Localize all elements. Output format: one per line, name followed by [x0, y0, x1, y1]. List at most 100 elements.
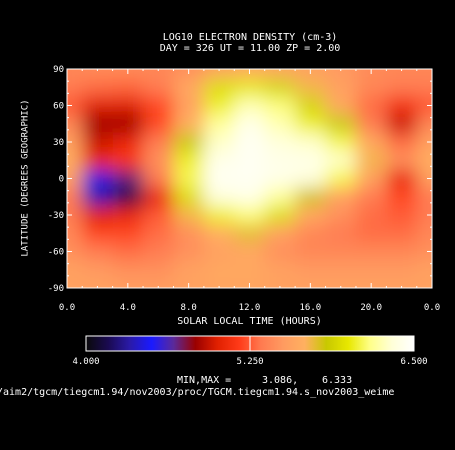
chart-subtitle: DAY = 326 UT = 11.00 ZP = 2.00: [159, 43, 341, 54]
heat-cell: [295, 132, 327, 152]
heat-cell: [295, 224, 327, 243]
heat-cell: [416, 151, 432, 170]
heat-cell: [416, 114, 432, 134]
heat-cell: [234, 187, 266, 207]
heat-cell: [264, 78, 296, 97]
heat-cell: [112, 132, 144, 152]
axis-ticks: 0.0 4.0 8.0 12.0 16.0 20.0 0.0 -90 -60 -30 0 30 60 90: [48, 65, 440, 313]
heat-cell: [416, 132, 432, 152]
y-tick-label: -90: [48, 284, 64, 294]
heat-cell: [355, 114, 387, 134]
heat-cell: [264, 114, 296, 134]
heat-cell: [82, 96, 114, 116]
heat-cell: [295, 260, 327, 280]
heat-cell: [386, 187, 418, 207]
heat-cell: [355, 96, 387, 116]
heat-cell: [82, 260, 114, 280]
heat-cell: [82, 151, 114, 170]
heat-cell: [355, 169, 387, 189]
heat-cell: [173, 242, 205, 262]
heat-cell: [386, 205, 418, 225]
heat-cell: [416, 78, 432, 97]
heat-cell: [355, 242, 387, 262]
heat-cell: [67, 260, 83, 280]
heat-cell: [264, 278, 296, 288]
heat-cell: [295, 187, 327, 207]
heat-cell: [325, 205, 357, 225]
y-tick-label: 30: [53, 138, 64, 148]
heat-cell: [173, 260, 205, 280]
heat-cell: [264, 224, 296, 243]
heat-cell: [67, 132, 83, 152]
heat-cell: [386, 151, 418, 170]
heat-cell: [416, 169, 432, 189]
y-tick-label: -30: [48, 211, 64, 221]
heat-cell: [416, 242, 432, 262]
heat-cell: [203, 96, 235, 116]
heat-cell: [325, 224, 357, 243]
heat-cell: [325, 151, 357, 170]
y-tick-label: -60: [48, 248, 64, 258]
heat-cell: [67, 69, 83, 79]
heat-cell: [295, 151, 327, 170]
heat-cell: [355, 224, 387, 243]
heat-cell: [203, 132, 235, 152]
heat-cell: [82, 224, 114, 243]
heat-cell: [234, 242, 266, 262]
heat-cell: [67, 151, 83, 170]
heat-cell: [143, 278, 174, 288]
heat-cell: [416, 187, 432, 207]
x-tick-label: 12.0: [239, 303, 261, 313]
x-axis-label: SOLAR LOCAL TIME (HOURS): [177, 316, 322, 327]
heat-cell: [234, 78, 266, 97]
heat-cell: [234, 205, 266, 225]
heat-cell: [112, 205, 144, 225]
heat-cell: [325, 169, 357, 189]
heat-cell: [82, 242, 114, 262]
heat-cell: [295, 242, 327, 262]
heat-cell: [386, 242, 418, 262]
heat-cell: [355, 260, 387, 280]
heat-cell: [264, 132, 296, 152]
heat-cell: [295, 78, 327, 97]
colorbar: 4.000 5.250 6.500: [72, 335, 428, 367]
heat-cell: [416, 96, 432, 116]
minmax-label: MIN,MAX =: [177, 375, 232, 386]
x-tick-label: 8.0: [181, 303, 197, 313]
heat-cell: [325, 78, 357, 97]
heat-cell: [416, 260, 432, 280]
heat-cell: [234, 114, 266, 134]
heat-cell: [82, 187, 114, 207]
heat-cell: [173, 187, 205, 207]
heat-cell: [264, 96, 296, 116]
heat-cell: [203, 205, 235, 225]
heat-cell: [416, 224, 432, 243]
heat-cell: [67, 114, 83, 134]
heat-cell: [295, 205, 327, 225]
heat-cell: [82, 132, 114, 152]
heat-cell: [67, 205, 83, 225]
heat-cell: [355, 132, 387, 152]
heat-cell: [386, 114, 418, 134]
heat-cell: [416, 278, 432, 288]
heat-cell: [234, 224, 266, 243]
heat-cell: [143, 187, 174, 207]
heat-cell: [173, 205, 205, 225]
heat-cell: [264, 260, 296, 280]
heat-cell: [325, 69, 357, 79]
heat-cell: [203, 224, 235, 243]
heat-cell: [386, 96, 418, 116]
heat-cell: [82, 69, 114, 79]
heat-cell: [295, 169, 327, 189]
heat-cell: [143, 224, 174, 243]
y-tick-label: 90: [53, 65, 64, 75]
heat-cell: [325, 260, 357, 280]
heat-cell: [203, 278, 235, 288]
heat-cell: [386, 78, 418, 97]
y-tick-label: 60: [53, 102, 64, 112]
heat-cell: [143, 78, 174, 97]
heat-cell: [112, 114, 144, 134]
heat-cell: [173, 114, 205, 134]
heatmap-cells: [67, 69, 432, 288]
heat-cell: [82, 78, 114, 97]
